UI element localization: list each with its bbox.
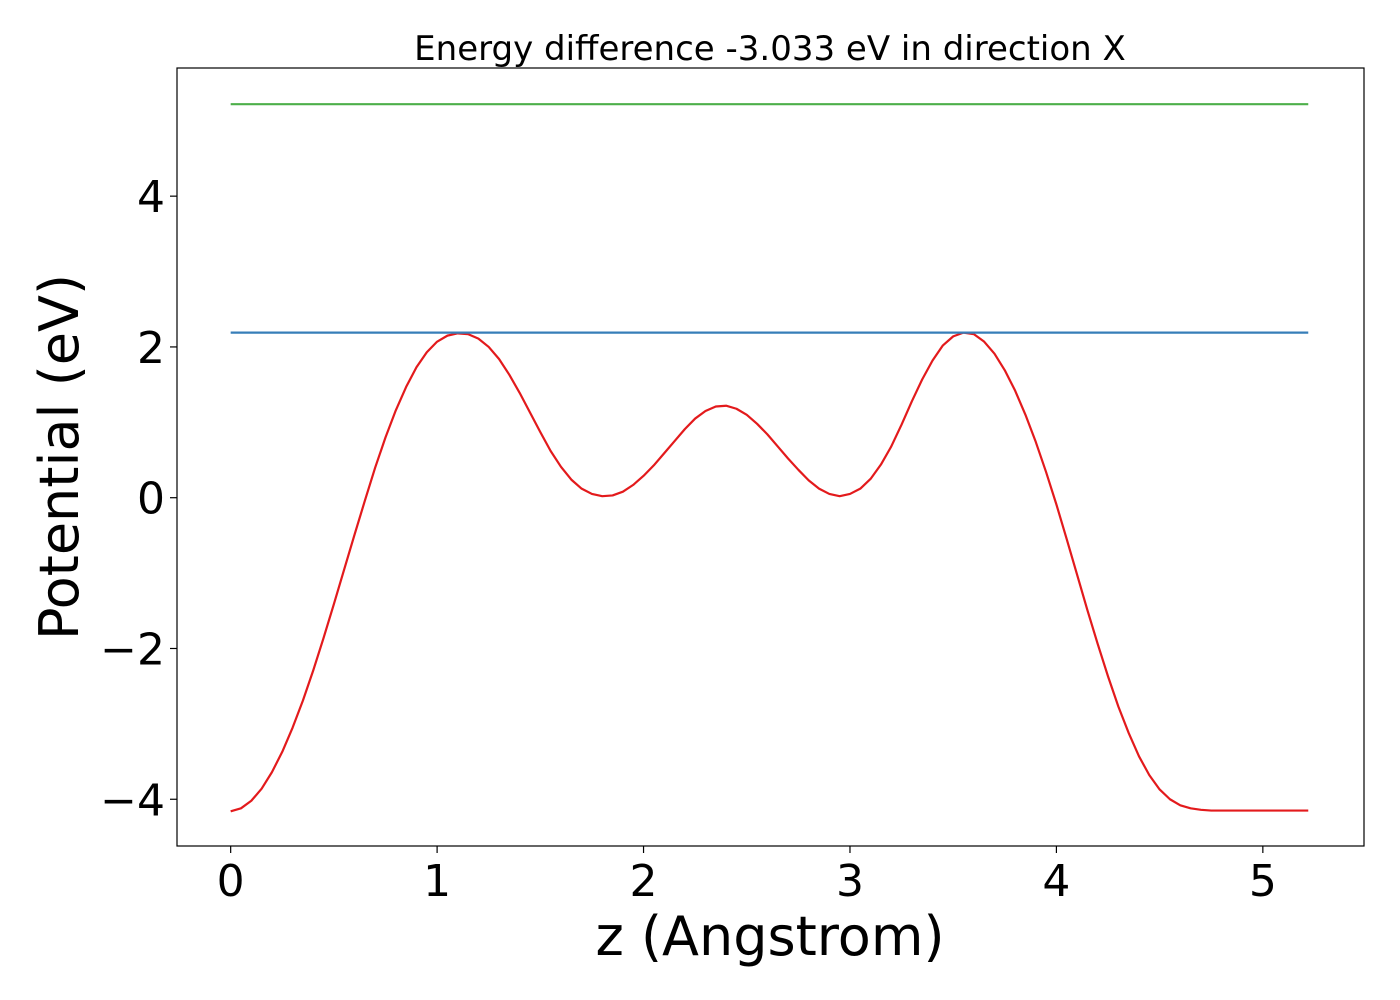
- y-tick-label: −4: [100, 775, 165, 826]
- plot-frame: [176, 67, 1365, 847]
- chart-title: Energy difference -3.033 eV in direction…: [414, 29, 1126, 69]
- y-tick-label: 0: [137, 474, 165, 525]
- series-line-0: [230, 331, 1309, 813]
- x-tick-label: 4: [1042, 856, 1070, 907]
- x-tick-label: 1: [423, 856, 451, 907]
- x-tick-label: 5: [1249, 856, 1277, 907]
- y-tick-label: 4: [137, 172, 165, 223]
- x-axis-ticks: 0 1 2 3 4 5: [217, 846, 1277, 907]
- y-tick-label: −2: [100, 624, 165, 675]
- y-axis-label: Potential (eV): [28, 274, 91, 640]
- x-tick-label: 0: [217, 856, 245, 907]
- series-layer: [230, 103, 1309, 813]
- x-tick-label: 2: [630, 856, 658, 907]
- x-axis-label: z (Angstrom): [595, 905, 944, 968]
- y-axis-ticks: −4 −2 0 2 4: [100, 172, 177, 826]
- x-tick-label: 3: [836, 856, 864, 907]
- y-tick-label: 2: [137, 323, 165, 374]
